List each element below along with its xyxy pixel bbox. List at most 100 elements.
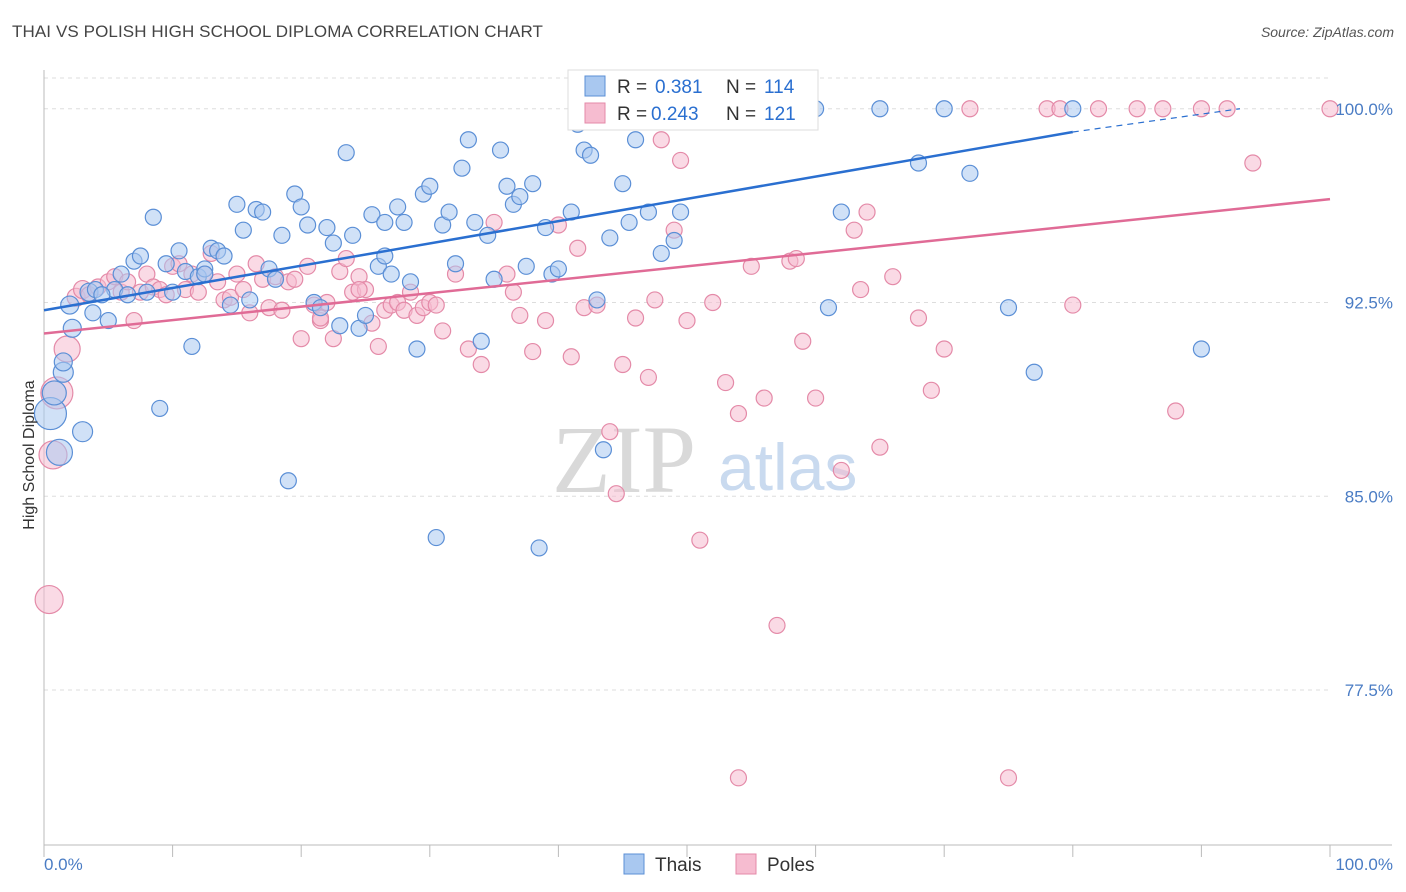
thais-point-21 bbox=[170, 242, 188, 260]
thais-point-71 bbox=[491, 141, 510, 159]
poles-point-106 bbox=[1167, 402, 1185, 420]
poles-point-103 bbox=[1089, 100, 1108, 118]
thais-trend-line bbox=[43, 130, 1074, 312]
thais-point-65 bbox=[453, 159, 471, 177]
poles-point-81 bbox=[704, 293, 722, 312]
thais-point-86 bbox=[594, 441, 613, 459]
bottom-legend: Thais Poles bbox=[623, 853, 815, 876]
poles-point-119 bbox=[787, 249, 805, 268]
poles-point-116 bbox=[504, 283, 522, 301]
thais-point-12 bbox=[112, 265, 130, 283]
y-tick-labels: 77.5% 85.0% 92.5% 100.0% bbox=[1335, 100, 1393, 700]
thais-point-47 bbox=[337, 144, 355, 162]
bottom-legend-poles-label: Poles bbox=[767, 855, 815, 876]
thais-point-34 bbox=[254, 203, 272, 221]
legend-thais-n-value: 114 bbox=[764, 77, 795, 98]
poles-point-61 bbox=[459, 340, 477, 358]
thais-point-15 bbox=[131, 247, 150, 265]
poles-point-65 bbox=[511, 306, 529, 325]
thais-point-111 bbox=[196, 265, 214, 283]
poles-point-110 bbox=[1321, 100, 1339, 118]
thais-point-19 bbox=[157, 255, 175, 273]
thais-point-76 bbox=[524, 175, 542, 193]
poles-point-80 bbox=[691, 531, 709, 549]
thais-point-28 bbox=[215, 247, 233, 265]
thais-point-104 bbox=[999, 299, 1018, 317]
thais-point-89 bbox=[620, 213, 638, 232]
poles-point-62 bbox=[472, 355, 490, 374]
thais-point-94 bbox=[671, 203, 690, 221]
poles-point-98 bbox=[961, 100, 979, 118]
poles-point-77 bbox=[652, 131, 670, 149]
thais-point-45 bbox=[324, 234, 342, 252]
poles-point-69 bbox=[562, 348, 580, 366]
poles-point-12 bbox=[125, 311, 143, 330]
thais-point-68 bbox=[472, 332, 490, 350]
y-tick-label-2: 92.5% bbox=[1345, 294, 1393, 313]
legend-thais-r-value: 0.381 bbox=[655, 77, 703, 98]
legend-thais-swatch bbox=[584, 75, 606, 97]
thais-point-61 bbox=[427, 528, 445, 547]
thais-point-92 bbox=[652, 244, 670, 263]
thais-point-110 bbox=[376, 213, 394, 232]
thais-point-66 bbox=[459, 131, 477, 149]
y-tick-label-3: 100.0% bbox=[1335, 100, 1393, 119]
poles-point-73 bbox=[607, 485, 625, 503]
legend-poles-n-label: N = bbox=[726, 104, 756, 125]
poles-point-94 bbox=[884, 268, 902, 286]
thais-point-6 bbox=[71, 421, 94, 443]
chart-title: THAI VS POLISH HIGH SCHOOL DIPLOMA CORRE… bbox=[12, 22, 544, 41]
thais-point-100 bbox=[832, 203, 850, 221]
poles-point-90 bbox=[832, 461, 850, 480]
thais-point-106 bbox=[1064, 100, 1082, 118]
thais-point-50 bbox=[356, 306, 375, 325]
x-tick-labels: 0.0% 100.0% bbox=[44, 855, 1393, 874]
bottom-legend-thais-swatch bbox=[623, 853, 645, 875]
thais-point-64 bbox=[446, 255, 465, 273]
poles-point-96 bbox=[922, 381, 940, 399]
poles-point-66 bbox=[524, 342, 542, 361]
thais-point-23 bbox=[183, 337, 201, 356]
thais-point-44 bbox=[318, 218, 336, 237]
poles-point-75 bbox=[626, 309, 645, 327]
thais-point-84 bbox=[581, 146, 600, 164]
thais-point-41 bbox=[299, 216, 317, 234]
poles-point-72 bbox=[601, 423, 619, 441]
thais-point-36 bbox=[266, 270, 285, 288]
poles-point-86 bbox=[768, 616, 786, 635]
thais-point-105 bbox=[1025, 363, 1043, 381]
thais-point-103 bbox=[961, 164, 979, 182]
thais-point-90 bbox=[626, 131, 645, 149]
thais-point-46 bbox=[331, 317, 349, 335]
poles-point-97 bbox=[935, 340, 953, 358]
thais-point-31 bbox=[234, 221, 252, 239]
thais-point-108 bbox=[1192, 340, 1211, 358]
thais-point-80 bbox=[549, 260, 568, 278]
thais-point-56 bbox=[395, 213, 413, 232]
poles-point-89 bbox=[806, 389, 825, 407]
poles-point-105 bbox=[1154, 100, 1172, 118]
thais-point-17 bbox=[144, 208, 162, 226]
poles-point-93 bbox=[871, 438, 889, 456]
trend-lines bbox=[43, 108, 1331, 335]
x-tick-label-1: 100.0% bbox=[1335, 855, 1393, 874]
thais-point-2 bbox=[45, 438, 74, 466]
thais-point-101 bbox=[871, 100, 889, 118]
legend-poles-n-value: 121 bbox=[764, 104, 796, 125]
grid-lines bbox=[44, 77, 1330, 691]
poles-point-88 bbox=[794, 332, 812, 350]
thais-point-85 bbox=[588, 291, 606, 309]
poles-point-83 bbox=[729, 404, 748, 423]
thais-point-1 bbox=[41, 380, 67, 406]
thais-point-51 bbox=[363, 206, 381, 224]
poles-point-84 bbox=[742, 257, 760, 275]
poles-point-85 bbox=[755, 389, 773, 407]
poles-point-59 bbox=[434, 322, 452, 340]
thais-point-8 bbox=[84, 304, 102, 322]
watermark: ZIP atlas bbox=[552, 406, 857, 513]
poles-point-37 bbox=[286, 270, 304, 288]
poles-point-79 bbox=[678, 311, 696, 330]
poles-point-38 bbox=[292, 330, 310, 348]
thais-point-37 bbox=[273, 226, 291, 244]
